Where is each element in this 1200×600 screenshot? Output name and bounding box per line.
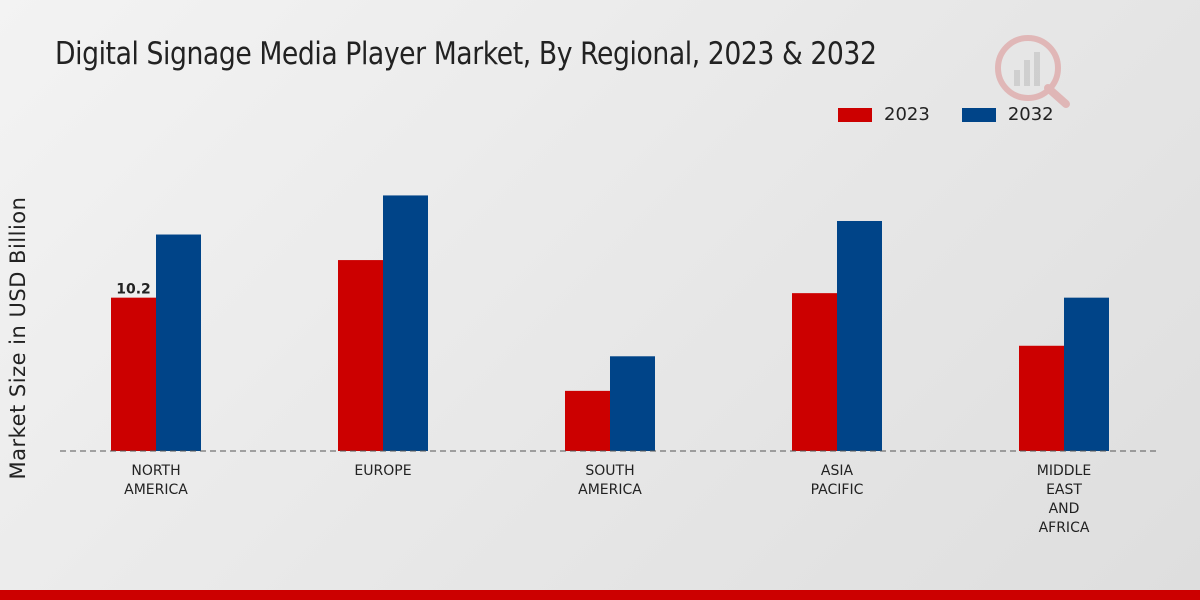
legend: 2023 2032 (838, 104, 1054, 125)
bar-2023-north-america (111, 297, 156, 451)
watermark-logo-icon (995, 35, 1070, 108)
x-tick-label: NORTH AMERICA (124, 463, 188, 498)
legend-item-2032: 2032 (961, 104, 1054, 125)
bar-2032-south-america (610, 356, 655, 451)
legend-label-2023: 2023 (884, 104, 930, 125)
x-tick-labels: NORTH AMERICA EUROPE SOUTH AMERICA ASIA PACIFI… (124, 463, 1091, 536)
legend-label-2032: 2032 (1007, 104, 1054, 125)
bar-2023-europe (338, 260, 383, 451)
bar-2023-south-america (565, 390, 610, 451)
bar-2023-middle-east-and-africa (1019, 345, 1064, 451)
bar-2023-asia-pacific (792, 293, 837, 451)
x-tick-label: ASIA PACIFIC (811, 463, 864, 498)
x-tick-label: EUROPE (354, 463, 411, 479)
data-label: 10.2 (116, 282, 151, 298)
footer-bar (0, 590, 1200, 600)
legend-swatch-2032 (961, 107, 996, 122)
bars-group (111, 195, 1109, 451)
bar-2032-middle-east-and-africa (1064, 297, 1109, 451)
bar-2032-europe (383, 195, 428, 451)
x-tick-label: SOUTH AMERICA (578, 463, 642, 498)
legend-swatch-2023 (838, 107, 872, 122)
legend-item-2023: 2023 (838, 104, 930, 125)
chart-title: Digital Signage Media Player Market, By … (55, 36, 877, 72)
data-labels: 10.2 (116, 282, 151, 298)
bar-2032-north-america (156, 234, 201, 451)
x-tick-label: MIDDLE EAST AND AFRICA (1037, 463, 1091, 536)
bar-2032-asia-pacific (837, 220, 882, 451)
